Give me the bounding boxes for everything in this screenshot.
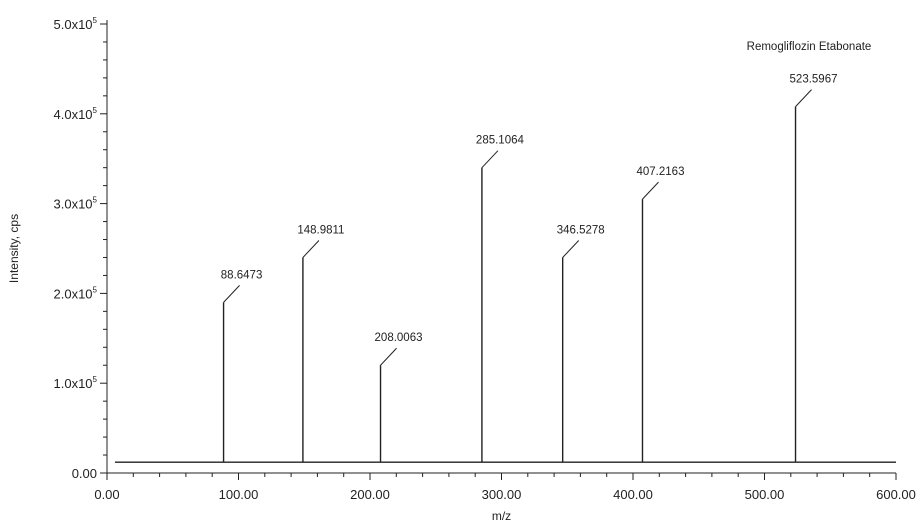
- peak-leader-line: [481, 150, 499, 169]
- y-tick-label: 1.0x105: [54, 375, 98, 391]
- peaks: 88.6473 148.9811 208.0063 285.1064 346.5278 4…: [115, 74, 896, 463]
- y-tick-mantissa: 2.0x10: [54, 286, 93, 301]
- y-tick-exponent: 5: [93, 106, 98, 115]
- y-tick-mantissa: 3.0x10: [54, 197, 93, 212]
- peak-leader-line: [223, 285, 240, 303]
- y-tick-exponent: 5: [93, 375, 98, 384]
- peak-label: 285.1064: [476, 135, 525, 147]
- y-tick-mantissa: 0.00: [72, 466, 97, 481]
- compound-annotation: Remogliflozin Etabonate: [747, 41, 872, 53]
- x-tick-label: 0.00: [94, 487, 119, 502]
- x-tick-label: 600.00: [876, 487, 916, 502]
- y-tick-mantissa: 5.0x10: [54, 17, 93, 32]
- x-tick-label: 500.00: [745, 487, 785, 502]
- y-tick-label: 3.0x105: [54, 196, 98, 212]
- peak-label: 407.2163: [637, 166, 685, 178]
- peak-label: 148.9811: [297, 224, 344, 236]
- x-tick-label: 200.00: [350, 487, 390, 502]
- peak-leader-line: [795, 89, 812, 107]
- y-tick-label: 0.00: [72, 466, 97, 481]
- x-axis-title: m/z: [492, 509, 511, 523]
- y-axis-title: Intensity, cps: [7, 214, 21, 283]
- y-tick-exponent: 5: [93, 16, 98, 25]
- y-tick-mantissa: 4.0x10: [54, 107, 93, 122]
- peak-label: 208.0063: [375, 332, 423, 344]
- peak-label: 523.5967: [790, 74, 838, 86]
- y-tick-exponent: 5: [93, 196, 98, 205]
- y-tick-label: 5.0x105: [54, 16, 98, 32]
- y-tick-exponent: 5: [93, 285, 98, 294]
- axes: 0.001.0x1052.0x1053.0x1054.0x1055.0x1050…: [54, 16, 916, 502]
- x-tick-label: 300.00: [482, 487, 522, 502]
- peak-leader-line: [380, 347, 397, 366]
- peak-leader-line: [642, 181, 659, 200]
- peak-label: 88.6473: [221, 269, 263, 281]
- x-tick-label: 400.00: [613, 487, 653, 502]
- y-tick-label: 4.0x105: [54, 106, 98, 122]
- x-tick-label: 100.00: [219, 487, 259, 502]
- y-tick-label: 2.0x105: [54, 285, 98, 301]
- y-tick-mantissa: 1.0x10: [54, 376, 93, 391]
- peak-leader-line: [562, 240, 580, 258]
- peak-label: 346.5278: [557, 224, 605, 236]
- peak-leader-line: [302, 240, 320, 258]
